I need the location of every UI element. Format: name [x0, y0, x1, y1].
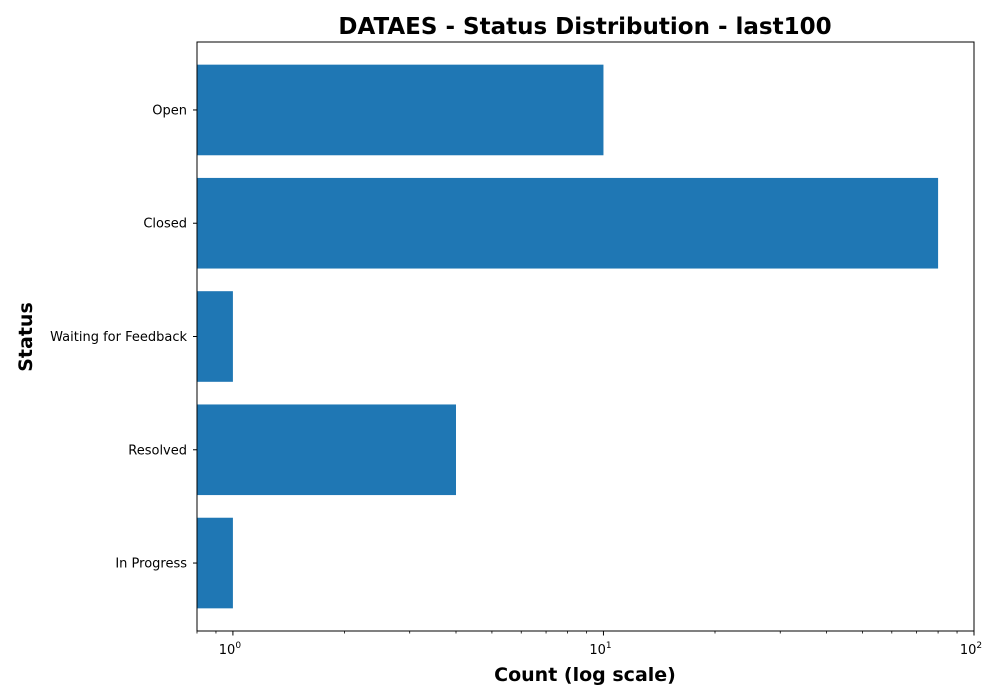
chart-title: DATAES - Status Distribution - last100: [338, 14, 831, 40]
y-tick-label-open: Open: [152, 103, 187, 118]
x-tick-label: 101: [589, 641, 611, 658]
bar-closed: [197, 177, 939, 269]
bar-waiting-for-feedback: [197, 291, 233, 382]
x-ticks-layer: 100 101 102: [196, 631, 982, 658]
y-tick-label-closed: Closed: [143, 217, 187, 232]
y-ticks-layer: Open Closed Waiting for Feedback Resolved In…: [50, 103, 197, 572]
bar-open: [197, 64, 604, 156]
bar-in-progress: [197, 517, 233, 609]
x-tick-label: 100: [219, 641, 242, 658]
y-axis-label: Status: [15, 302, 37, 372]
x-tick-label: 102: [960, 641, 982, 658]
y-tick-label-waiting-for-feedback: Waiting for Feedback: [50, 330, 187, 345]
y-tick-label-in-progress: In Progress: [115, 557, 187, 572]
bars-layer: [197, 64, 939, 609]
bar-resolved: [197, 404, 456, 496]
x-axis-label: Count (log scale): [494, 664, 676, 686]
y-tick-label-resolved: Resolved: [128, 443, 187, 458]
